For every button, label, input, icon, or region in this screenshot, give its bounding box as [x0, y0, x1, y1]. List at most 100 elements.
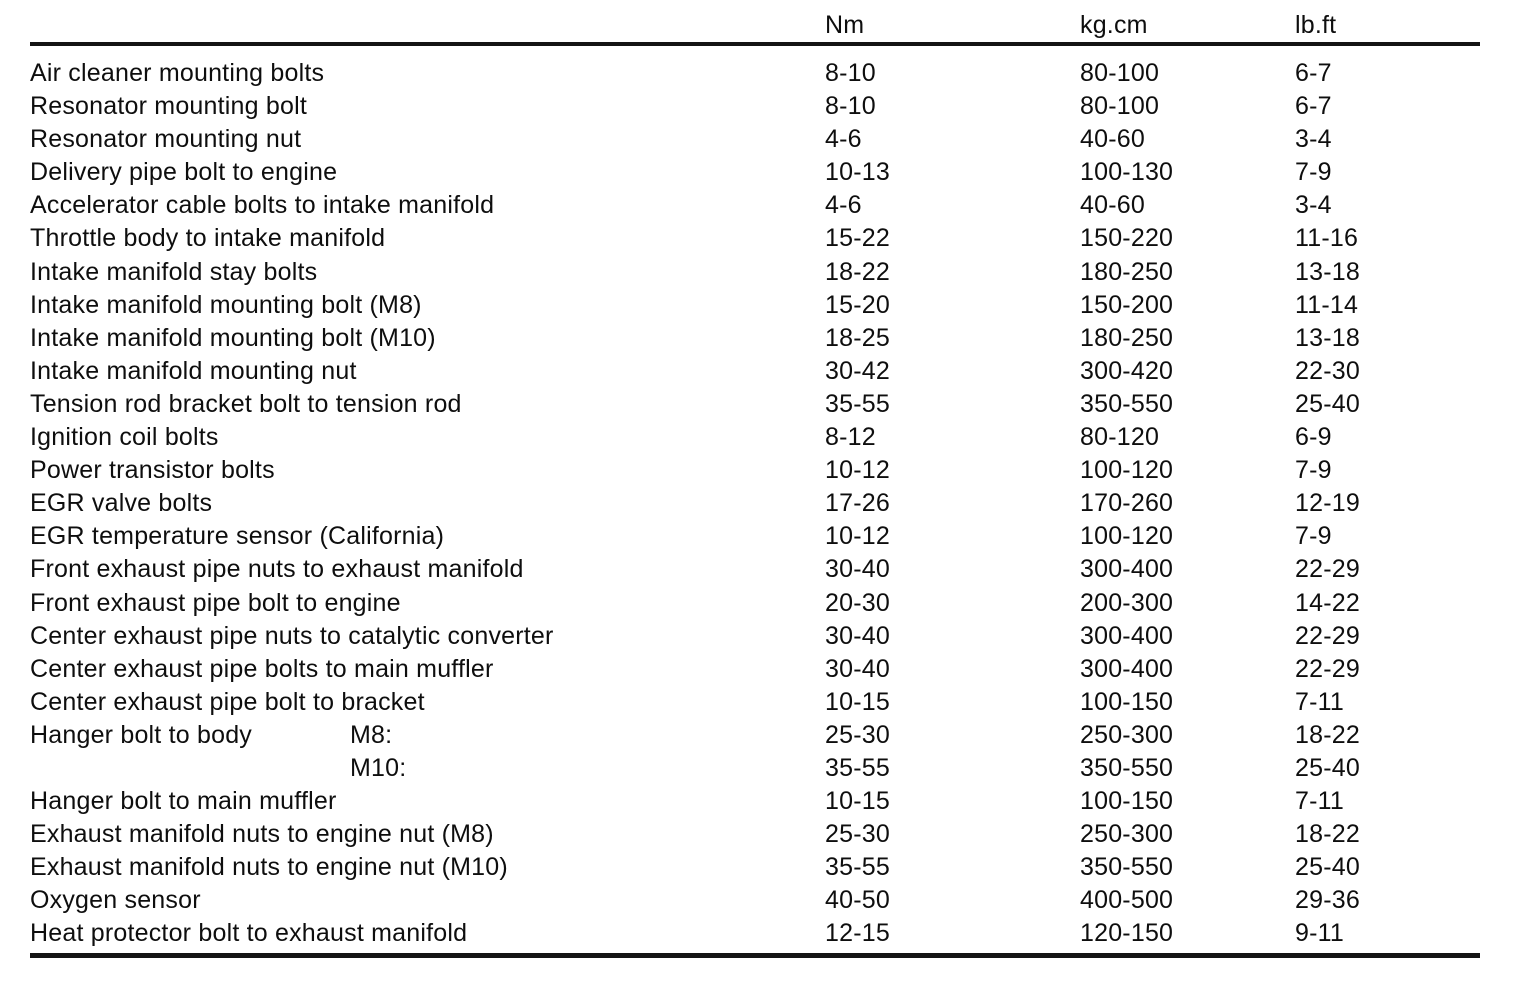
- lbft-value-cell: 14-22: [1295, 588, 1360, 617]
- table-row: Hanger bolt to body M8: 25-30 250-300 18-22: [30, 719, 1480, 752]
- lbft-value-cell: 18-22: [1295, 720, 1360, 749]
- table-row: Throttle body to intake manifold 15-22 150…: [30, 222, 1480, 255]
- lbft-value-cell: 11-14: [1295, 290, 1359, 319]
- nm-value-cell: 40-50: [825, 886, 890, 915]
- item-cell: Oxygen sensor: [30, 884, 825, 917]
- kgcm-value-cell: 250-300: [1080, 720, 1174, 749]
- kgcm-value-cell: 300-400: [1080, 555, 1174, 584]
- item-label: Intake manifold mounting bolt (M8): [30, 290, 422, 319]
- item-label: Heat protector bolt to exhaust manifold: [30, 919, 468, 948]
- lbft-value-cell: 6-9: [1295, 423, 1332, 452]
- kgcm-value-cell: 250-300: [1080, 820, 1174, 849]
- item-label: Power transistor bolts: [30, 456, 275, 485]
- kgcm-value-cell: 350-550: [1080, 753, 1174, 782]
- item-label: Center exhaust pipe nuts to catalytic co…: [30, 621, 554, 650]
- torque-spec-table: Nm kg.cm lb.ft Air cleaner mounting bolt…: [30, 0, 1480, 958]
- item-cell: Air cleaner mounting bolts: [30, 57, 825, 90]
- table-row: Front exhaust pipe bolt to engine 20-30 20…: [30, 587, 1480, 620]
- nm-value-cell: 15-22: [825, 224, 890, 253]
- nm-value-cell: 30-40: [825, 555, 890, 584]
- size-sub-label: M10:: [350, 753, 407, 782]
- nm-value-cell: 35-55: [825, 753, 890, 782]
- kgcm-value-cell: 180-250: [1080, 323, 1174, 352]
- lbft-value-cell: 11-16: [1295, 224, 1359, 253]
- lbft-value-cell: 18-22: [1295, 820, 1360, 849]
- item-label: Intake manifold mounting nut: [30, 356, 357, 385]
- kgcm-value-cell: 200-300: [1080, 588, 1174, 617]
- nm-value-cell: 8-10: [825, 92, 876, 121]
- nm-value-cell: 15-20: [825, 290, 890, 319]
- kgcm-value-cell: 100-150: [1080, 687, 1174, 716]
- table-row: Ignition coil bolts 8-12 80-120 6-9: [30, 421, 1480, 454]
- table-row: Exhaust manifold nuts to engine nut (M8)…: [30, 818, 1480, 851]
- item-cell: Exhaust manifold nuts to engine nut (M10…: [30, 851, 825, 884]
- kgcm-value-cell: 120-150: [1080, 919, 1174, 948]
- kgcm-value-cell: 100-120: [1080, 456, 1174, 485]
- item-cell: Accelerator cable bolts to intake manifo…: [30, 189, 825, 222]
- table-row: Resonator mounting nut 4-6 40-60 3-4: [30, 123, 1480, 156]
- item-label: Ignition coil bolts: [30, 423, 219, 452]
- kgcm-value-cell: 400-500: [1080, 886, 1174, 915]
- lbft-value-cell: 6-7: [1295, 59, 1332, 87]
- table-row: Accelerator cable bolts to intake manifo…: [30, 189, 1480, 222]
- nm-value-cell: 25-30: [825, 820, 890, 849]
- item-label: Exhaust manifold nuts to engine nut (M8): [30, 820, 494, 849]
- item-cell: Center exhaust pipe nuts to catalytic co…: [30, 620, 825, 653]
- table-row: Intake manifold mounting nut 30-42 300-420…: [30, 355, 1480, 388]
- table-row: Center exhaust pipe bolt to bracket 10-15…: [30, 686, 1480, 719]
- nm-value-cell: 30-40: [825, 654, 890, 683]
- kgcm-value-cell: 150-200: [1080, 290, 1174, 319]
- item-cell: Ignition coil bolts: [30, 421, 825, 454]
- column-header-nm: Nm: [825, 11, 865, 39]
- lbft-value-cell: 7-9: [1295, 522, 1332, 551]
- item-cell: EGR temperature sensor (California): [30, 520, 825, 553]
- item-cell: Resonator mounting nut: [30, 123, 825, 156]
- item-label: Delivery pipe bolt to engine: [30, 158, 338, 187]
- nm-value-cell: 18-22: [825, 257, 890, 286]
- lbft-value-cell: 13-18: [1295, 257, 1360, 286]
- table-row: Air cleaner mounting bolts 8-10 80-100 6-7: [30, 57, 1480, 90]
- item-label: Throttle body to intake manifold: [30, 224, 386, 253]
- kgcm-value-cell: 300-420: [1080, 356, 1174, 385]
- lbft-value-cell: 29-36: [1295, 886, 1360, 915]
- lbft-value-cell: 22-29: [1295, 555, 1360, 584]
- kgcm-value-cell: 300-400: [1080, 621, 1174, 650]
- table-row: Intake manifold mounting bolt (M10) 18-25…: [30, 322, 1480, 355]
- nm-value-cell: 18-25: [825, 323, 890, 352]
- nm-value-cell: 8-10: [825, 59, 876, 87]
- lbft-value-cell: 7-9: [1295, 158, 1332, 187]
- item-cell: M10:: [30, 752, 825, 785]
- kgcm-value-cell: 150-220: [1080, 224, 1174, 253]
- table-row: EGR temperature sensor (California) 10-12…: [30, 520, 1480, 553]
- item-cell: Front exhaust pipe nuts to exhaust manif…: [30, 553, 825, 586]
- nm-value-cell: 10-15: [825, 687, 890, 716]
- item-label: Resonator mounting nut: [30, 125, 302, 154]
- nm-value-cell: 10-12: [825, 456, 890, 485]
- item-label: Center exhaust pipe bolt to bracket: [30, 687, 425, 716]
- item-cell: Power transistor bolts: [30, 454, 825, 487]
- item-cell: Resonator mounting bolt: [30, 90, 825, 123]
- item-label: Front exhaust pipe bolt to engine: [30, 588, 401, 617]
- lbft-value-cell: 22-30: [1295, 356, 1360, 385]
- table-row: Center exhaust pipe nuts to catalytic co…: [30, 620, 1480, 653]
- item-cell: EGR valve bolts: [30, 487, 825, 520]
- lbft-value-cell: 3-4: [1295, 191, 1332, 220]
- item-cell: Exhaust manifold nuts to engine nut (M8): [30, 818, 825, 851]
- table-header-row: Nm kg.cm lb.ft: [30, 0, 1480, 46]
- item-cell: Intake manifold mounting bolt (M10): [30, 322, 825, 355]
- table-row: Intake manifold mounting bolt (M8) 15-20 1…: [30, 289, 1480, 322]
- item-cell: Heat protector bolt to exhaust manifold: [30, 917, 825, 950]
- item-cell: Delivery pipe bolt to engine: [30, 156, 825, 189]
- nm-value-cell: 10-13: [825, 158, 890, 187]
- nm-value-cell: 35-55: [825, 389, 890, 418]
- item-cell: Throttle body to intake manifold: [30, 222, 825, 255]
- table-bottom-rule: [30, 952, 1480, 958]
- item-cell: Front exhaust pipe bolt to engine: [30, 587, 825, 620]
- nm-value-cell: 8-12: [825, 423, 876, 452]
- table-row: Delivery pipe bolt to engine 10-13 100-130…: [30, 156, 1480, 189]
- kgcm-value-cell: 350-550: [1080, 389, 1174, 418]
- lbft-value-cell: 25-40: [1295, 753, 1360, 782]
- lbft-value-cell: 25-40: [1295, 853, 1360, 882]
- item-cell: Intake manifold mounting nut: [30, 355, 825, 388]
